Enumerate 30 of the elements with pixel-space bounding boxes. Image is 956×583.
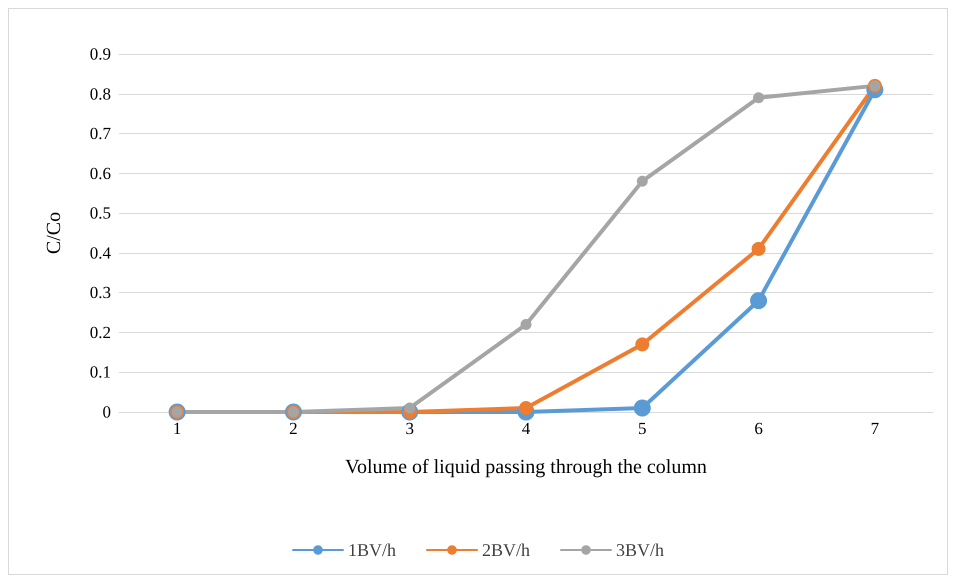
point (750, 292, 768, 310)
point (752, 242, 766, 256)
x-axis-title: Volume of liquid passing through the column (345, 456, 707, 478)
point (636, 176, 648, 187)
y-tick-label: 0.1 (90, 362, 111, 382)
y-axis-title: C/Co (43, 212, 65, 254)
legend-label: 1BV/h (348, 540, 396, 560)
legend-label: 3BV/h (616, 540, 664, 560)
y-tick-label: 0.4 (90, 243, 112, 262)
x-tick-label: 6 (754, 419, 763, 438)
point (753, 92, 764, 104)
y-tick-label: 0.5 (90, 204, 111, 223)
y-tick-label: 0.6 (90, 164, 111, 183)
x-tick-label: 3 (405, 419, 414, 438)
y-tick-label: 0.7 (90, 124, 112, 144)
x-tick-label: 2 (289, 419, 298, 438)
x-tick-label: 1 (172, 419, 182, 438)
y-tick-label: 0.3 (90, 283, 111, 302)
y-tick-label: 0 (102, 402, 111, 422)
point (519, 401, 533, 416)
point (635, 337, 650, 352)
y-tick-label: 0.8 (90, 84, 111, 104)
legend-label: 2BV/h (482, 540, 530, 560)
point (634, 400, 651, 417)
y-tick-label: 0.2 (90, 322, 111, 342)
x-tick-label: 4 (522, 419, 531, 438)
point (520, 318, 532, 330)
y-tick-label: 0.9 (90, 44, 111, 64)
x-tick-label: 7 (870, 419, 880, 438)
x-tick-label: 5 (638, 419, 647, 438)
